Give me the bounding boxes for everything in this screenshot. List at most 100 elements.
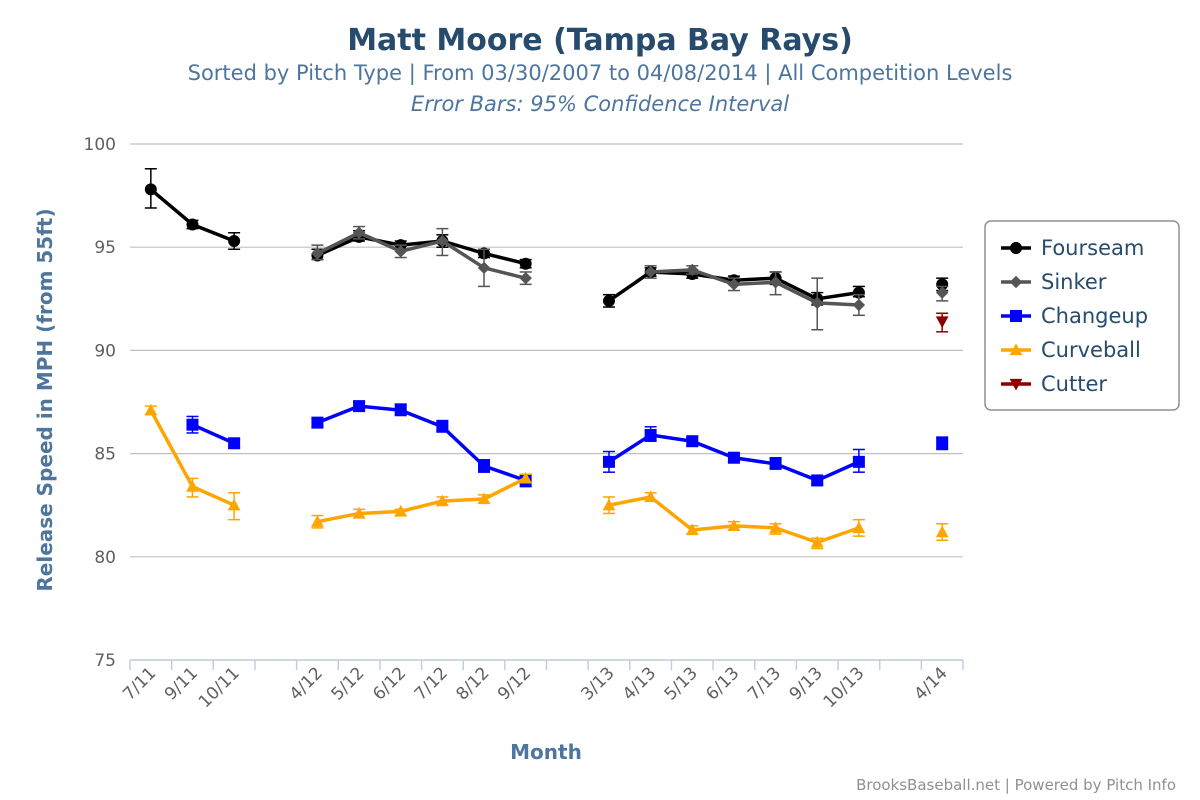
x-tick-label: 5/13: [661, 663, 702, 704]
legend-label: Changeup: [1041, 304, 1148, 328]
legend-item-curveball[interactable]: Curveball: [1001, 338, 1141, 362]
data-point[interactable]: [727, 278, 741, 291]
y-tick-label: 75: [94, 651, 116, 671]
data-point[interactable]: [394, 404, 407, 417]
x-tick-label: 6/12: [369, 663, 410, 704]
data-point[interactable]: [686, 263, 699, 277]
legend-item-fourseam[interactable]: Fourseam: [1001, 236, 1144, 260]
data-point[interactable]: [353, 400, 366, 413]
data-point[interactable]: [394, 504, 408, 517]
y-tick-label: 85: [94, 445, 116, 465]
x-tick-label: 10/11: [195, 663, 244, 712]
data-point[interactable]: [644, 265, 657, 279]
series-line: [316, 235, 527, 266]
y-tick-label: 80: [94, 548, 116, 568]
x-axis-title: Month: [510, 740, 582, 764]
x-tick-label: 6/13: [702, 663, 743, 704]
series-line: [316, 404, 527, 483]
y-tick-label: 95: [94, 238, 116, 258]
data-point[interactable]: [852, 521, 866, 534]
data-point[interactable]: [519, 257, 532, 270]
data-point[interactable]: [686, 435, 699, 448]
data-point[interactable]: [769, 276, 782, 289]
data-point[interactable]: [227, 498, 241, 511]
data-point[interactable]: [935, 316, 949, 329]
legend-box: [984, 220, 1180, 411]
data-point[interactable]: [436, 494, 449, 507]
data-point[interactable]: [186, 480, 199, 492]
legend-label: Curveball: [1041, 338, 1141, 362]
series-line: [191, 423, 235, 445]
data-point[interactable]: [478, 459, 491, 472]
y-tick-labels: 75 80 85 90 95 100: [84, 135, 116, 671]
x-tick-label: 4/13: [619, 663, 660, 704]
series-line: [316, 231, 527, 280]
data-point[interactable]: [935, 286, 949, 299]
legend-symbol[interactable]: [1009, 275, 1023, 289]
data-point[interactable]: [311, 515, 324, 527]
data-point[interactable]: [811, 474, 824, 487]
x-tick-label: 8/12: [452, 663, 493, 704]
y-axis-title: Release Speed in MPH (from 55ft): [33, 208, 57, 591]
grid-lines: [130, 143, 963, 661]
data-point[interactable]: [352, 226, 366, 239]
data-point[interactable]: [477, 261, 491, 275]
legend-label: Fourseam: [1041, 236, 1144, 260]
legend-symbol[interactable]: [1010, 310, 1022, 322]
series-line: [317, 476, 527, 524]
credits[interactable]: BrooksBaseball.net | Powered by Pitch In…: [856, 776, 1176, 794]
data-point[interactable]: [644, 429, 657, 442]
data-point[interactable]: [602, 498, 616, 511]
legend-symbol[interactable]: [1010, 242, 1022, 254]
data-point[interactable]: [602, 294, 615, 307]
series-curveball: [144, 403, 949, 550]
data-point[interactable]: [811, 296, 824, 310]
legend-symbol[interactable]: [1009, 378, 1023, 391]
data-point[interactable]: [602, 455, 615, 468]
x-tick-label: 10/13: [820, 663, 869, 712]
chart-subtitle: Sorted by Pitch Type | From 03/30/2007 t…: [188, 61, 1013, 86]
x-tick-label: 7/11: [119, 663, 160, 704]
legend-label: Sinker: [1041, 270, 1107, 294]
series-fourseam: [144, 168, 949, 308]
data-point[interactable]: [394, 245, 407, 258]
data-point[interactable]: [685, 523, 699, 536]
data-point[interactable]: [352, 506, 366, 519]
data-point[interactable]: [935, 525, 949, 538]
y-tick-label: 90: [94, 341, 116, 361]
data-point[interactable]: [186, 218, 199, 231]
x-tick-label: 4/14: [911, 663, 952, 704]
data-point[interactable]: [144, 183, 157, 196]
data-point[interactable]: [769, 521, 782, 534]
data-point[interactable]: [186, 418, 199, 431]
data-point[interactable]: [769, 457, 782, 470]
data-point[interactable]: [228, 437, 241, 450]
series-group: [144, 168, 949, 550]
data-point[interactable]: [727, 451, 740, 464]
legend-symbol[interactable]: [1009, 343, 1023, 356]
legend-label: Cutter: [1041, 372, 1107, 396]
data-point[interactable]: [810, 535, 824, 548]
data-point[interactable]: [228, 235, 241, 248]
legend-item-sinker[interactable]: Sinker: [1001, 270, 1107, 294]
legend-item-changeup[interactable]: Changeup: [1001, 304, 1148, 328]
x-tick-label: 5/12: [327, 663, 368, 704]
legend-item-cutter[interactable]: Cutter: [1001, 372, 1107, 396]
data-point[interactable]: [311, 416, 324, 429]
data-point[interactable]: [436, 234, 449, 248]
data-point[interactable]: [436, 420, 449, 433]
data-point[interactable]: [852, 298, 866, 312]
data-point[interactable]: [311, 247, 324, 260]
data-point[interactable]: [477, 492, 491, 505]
data-point[interactable]: [519, 271, 532, 285]
data-point[interactable]: [519, 471, 533, 484]
data-point[interactable]: [936, 437, 949, 450]
data-point[interactable]: [852, 455, 865, 468]
data-point[interactable]: [727, 519, 741, 532]
x-tick-label: 7/12: [411, 663, 452, 704]
legend[interactable]: Fourseam Sinker Changeup Curveball Cutter: [984, 220, 1180, 411]
data-point[interactable]: [644, 490, 657, 503]
x-tick-label: 3/13: [577, 663, 618, 704]
data-point[interactable]: [144, 403, 158, 416]
